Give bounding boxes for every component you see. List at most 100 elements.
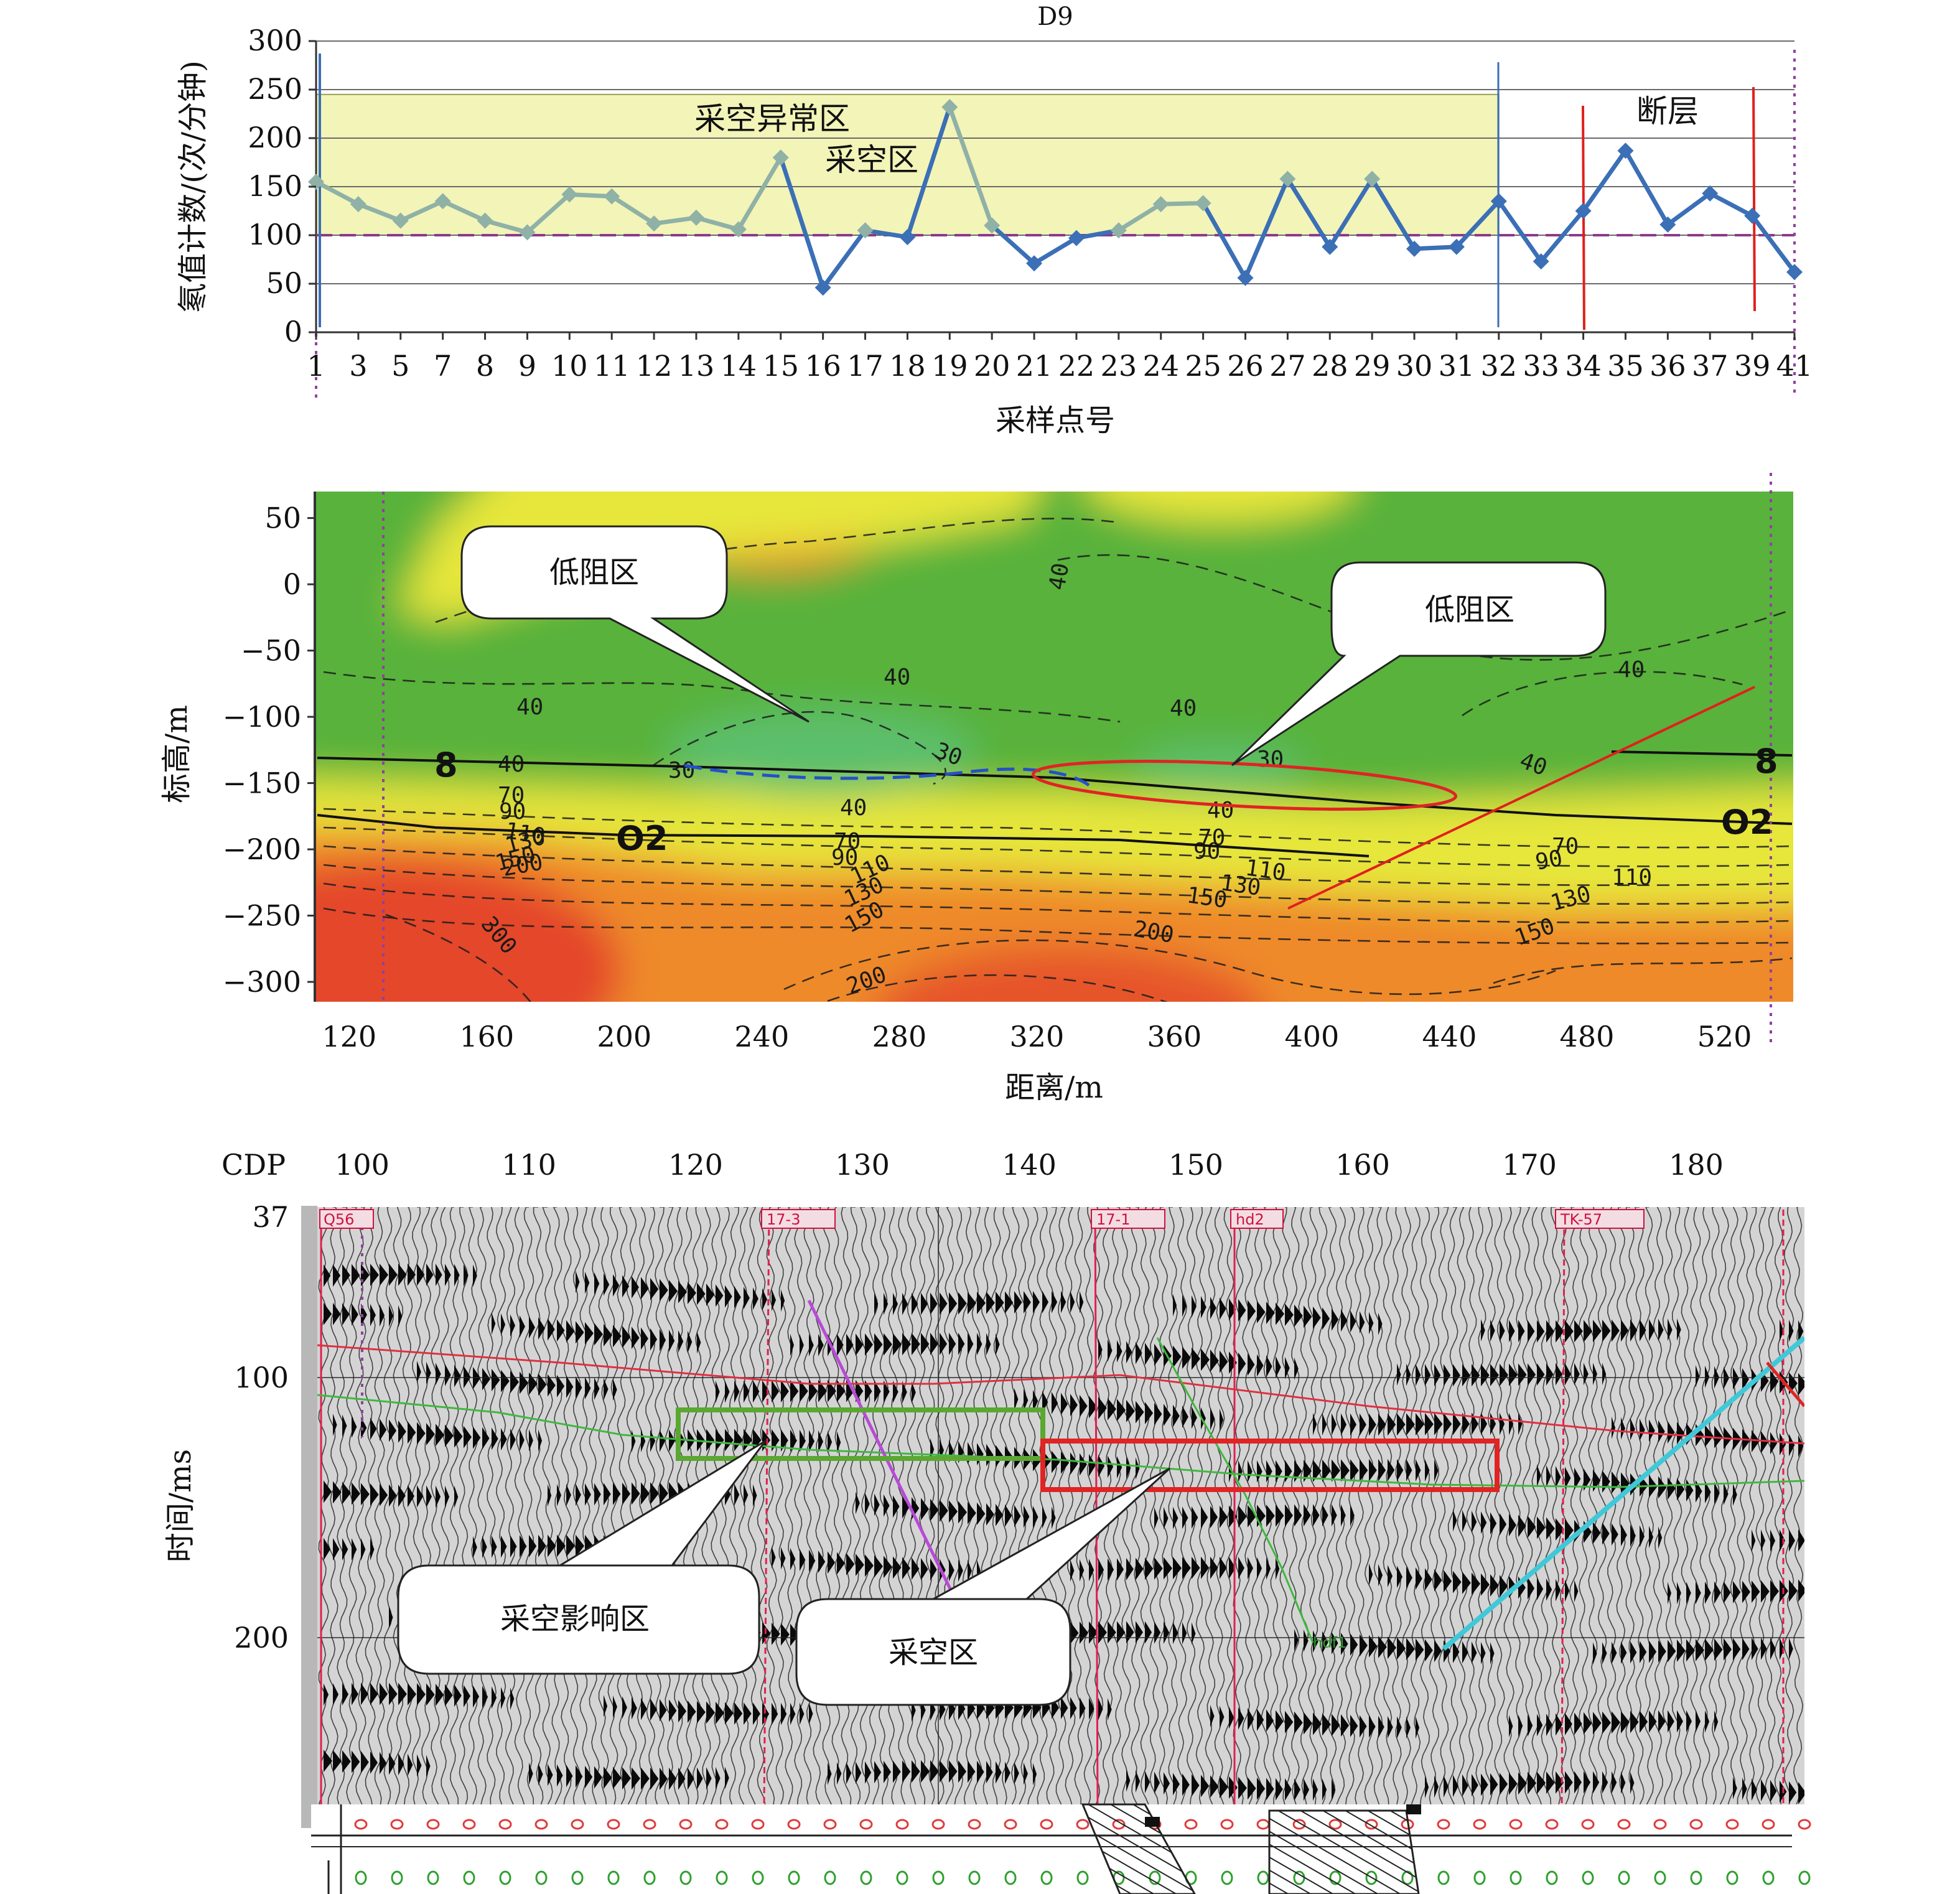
radon-x-tick: 3 <box>349 349 367 383</box>
seismic-wavelet <box>538 1429 543 1452</box>
radon-series-segment <box>1116 202 1164 233</box>
radon-series-segment <box>609 194 656 226</box>
seismic-wavelet <box>856 1554 864 1577</box>
seismic-trace <box>766 1207 777 1805</box>
resistivity-x-tick: 280 <box>872 1020 926 1053</box>
radon-series-segment <box>525 192 572 235</box>
seismic-wavelet <box>1248 1353 1255 1376</box>
seismic-wavelet <box>734 1285 741 1309</box>
seismic-wavelet <box>604 1766 612 1789</box>
strip-symbol-red <box>354 1819 368 1830</box>
seismic-wavelet <box>389 1304 394 1327</box>
radon-point <box>1744 207 1761 224</box>
seismic-wavelet <box>688 1767 694 1790</box>
well-strip-symbols <box>354 1819 1811 1885</box>
seismic-wavelet <box>1752 1580 1760 1603</box>
seismic-wavelet <box>1145 1557 1154 1580</box>
seismic-wavelet <box>426 1263 434 1286</box>
seismic-wavelet <box>622 1275 630 1298</box>
seismic-wavelet <box>417 1683 426 1706</box>
seismic-x-tick: 160 <box>1335 1148 1390 1182</box>
seismic-wavelet <box>1677 1640 1686 1663</box>
radon-point <box>814 279 831 296</box>
seismic-wavelet <box>1276 1356 1281 1379</box>
strip-symbol-red <box>426 1819 440 1830</box>
seismic-wavelet <box>370 1682 378 1705</box>
seismic-wavelet <box>1220 1350 1228 1373</box>
radon-point <box>1279 170 1296 187</box>
seismic-x-tick: 180 <box>1669 1148 1724 1182</box>
strip-symbol-green <box>1798 1870 1811 1885</box>
radon-x-tick: 37 <box>1692 349 1729 383</box>
seismic-wavelet <box>697 1700 706 1724</box>
seismic-wavelet <box>1266 1709 1274 1732</box>
seismic-wavelet <box>510 1371 519 1394</box>
seismic-wavelet <box>772 1702 778 1725</box>
anomaly-band <box>315 93 1500 236</box>
radon-point <box>1068 230 1085 246</box>
seismic-wavelet <box>1658 1526 1663 1549</box>
seismic-wavelet <box>1080 1697 1086 1720</box>
seismic-wavelet <box>1276 1710 1284 1733</box>
seismic-wavelet <box>1677 1318 1681 1341</box>
seismic-wavelet <box>1369 1312 1374 1335</box>
seismic-wavelet <box>837 1431 841 1454</box>
seismic-wavelet <box>1304 1504 1311 1527</box>
seismic-wavelet <box>809 1702 813 1725</box>
seismic-wavelet <box>1220 1776 1228 1799</box>
seismic-wavelet <box>548 1763 553 1786</box>
seismic-wavelet <box>398 1753 404 1776</box>
seismic-wavelet <box>426 1361 431 1384</box>
seismic-wavelet <box>594 1272 600 1295</box>
radon-x-tick: 24 <box>1142 349 1179 383</box>
seismic-wavelet <box>660 1699 667 1722</box>
seismic-wavelet <box>1388 1636 1396 1659</box>
seismic-wavelet <box>1565 1579 1570 1602</box>
seismic-wavelet <box>1528 1320 1535 1343</box>
seismic-wavelet <box>1229 1556 1236 1579</box>
seismic-wavelet <box>1388 1413 1396 1436</box>
resistivity-x-tick: 320 <box>1009 1020 1064 1053</box>
seismic-wavelet <box>781 1429 788 1452</box>
seismic-trace <box>421 1207 432 1805</box>
seismic-wavelet <box>1397 1565 1402 1588</box>
seismic-wavelet <box>613 1766 622 1789</box>
seismic-wavelet <box>380 1263 388 1286</box>
seismic-wavelet <box>1154 1771 1160 1794</box>
seismic-wavelet <box>930 1292 938 1315</box>
seismic-wavelet <box>1584 1320 1592 1343</box>
seismic-wavelet <box>1341 1309 1348 1332</box>
seismic-wavelet <box>1276 1302 1284 1325</box>
radon-x-tick: 31 <box>1439 349 1475 383</box>
seismic-wavelet <box>361 1304 367 1327</box>
seismic-trace <box>1317 1207 1328 1805</box>
radon-point <box>1195 195 1211 212</box>
seismic-wavelet <box>1080 1559 1085 1582</box>
seismic-wavelet <box>604 1273 610 1296</box>
seismic-wavelet <box>1182 1506 1188 1529</box>
seismic-wavelet <box>1593 1521 1601 1544</box>
radon-x-label: 采样点号 <box>996 403 1115 438</box>
seismic-wavelet <box>622 1482 631 1505</box>
seismic-wavelet <box>557 1764 563 1787</box>
seismic-wavelet <box>1126 1457 1131 1480</box>
seismic-wavelet <box>1182 1346 1191 1369</box>
seismic-wavelet <box>1108 1339 1113 1362</box>
seismic-y-tick: 200 <box>234 1621 289 1654</box>
seismic-wavelet <box>818 1379 827 1402</box>
seismic-wavelet <box>585 1376 591 1399</box>
seismic-wavelet <box>622 1766 631 1789</box>
seismic-wavelet <box>772 1429 780 1452</box>
seismic-trace <box>1279 1207 1290 1805</box>
seismic-wavelet <box>594 1323 603 1346</box>
seismic-wavelet <box>464 1684 470 1707</box>
seismic-wavelet <box>650 1698 657 1721</box>
radon-point <box>772 149 789 166</box>
seismic-wavelet <box>594 1766 602 1789</box>
seismic-wavelet <box>912 1381 916 1404</box>
seismic-wavelet <box>1630 1710 1639 1733</box>
seismic-trace <box>1270 1207 1281 1805</box>
seismic-wavelet <box>426 1755 431 1778</box>
radon-y-ticks: 0 50 100 150 200 250 300 <box>248 24 316 348</box>
seismic-wavelet <box>753 1287 758 1310</box>
